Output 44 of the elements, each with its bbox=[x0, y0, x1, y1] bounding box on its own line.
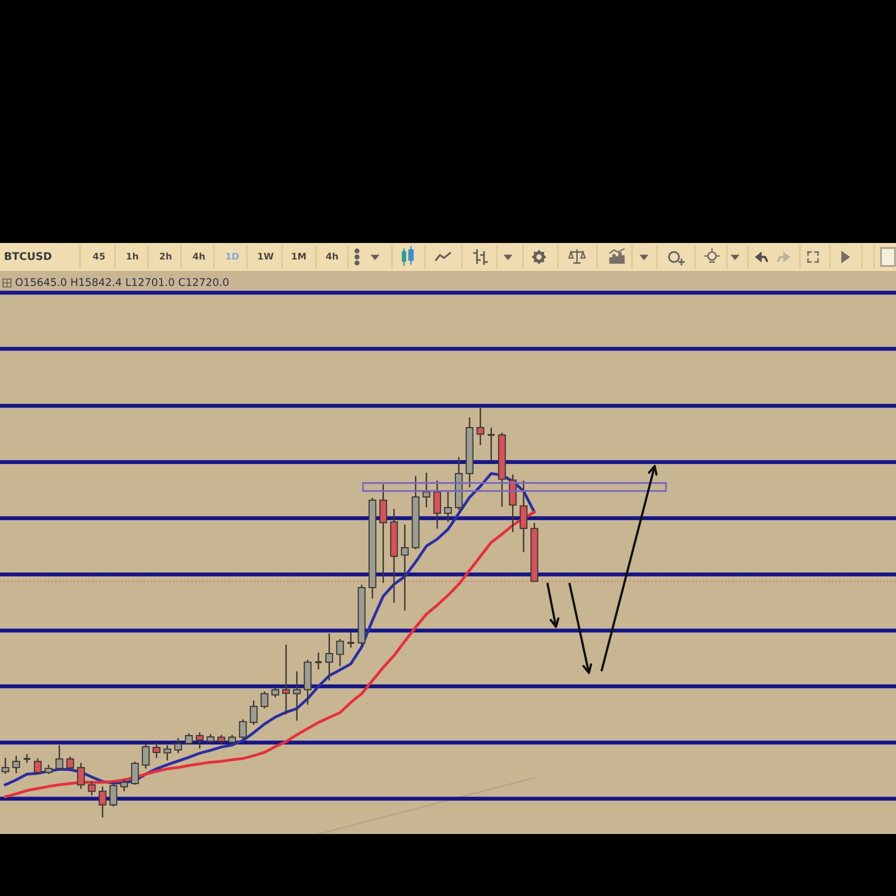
candlestick bbox=[12, 756, 20, 774]
candlestick bbox=[520, 480, 528, 552]
candlestick bbox=[486, 428, 496, 461]
text: 1W bbox=[258, 252, 274, 260]
candlestick bbox=[260, 691, 268, 708]
candlestick bbox=[325, 634, 334, 680]
candlestick bbox=[292, 671, 301, 721]
candlestick bbox=[196, 732, 204, 749]
text: 1D bbox=[226, 252, 239, 260]
candlestick bbox=[185, 733, 193, 744]
candlestick bbox=[444, 490, 452, 522]
text: 1M bbox=[292, 252, 306, 260]
candlestick bbox=[120, 779, 128, 792]
text: 45 bbox=[93, 252, 105, 260]
candlestick bbox=[109, 782, 118, 806]
text: BTCUSD bbox=[4, 252, 52, 260]
candlestick bbox=[314, 652, 323, 670]
candlestick bbox=[238, 719, 247, 740]
candlestick bbox=[346, 632, 356, 648]
candlestick bbox=[433, 480, 442, 529]
candlestick bbox=[34, 758, 42, 774]
candlestick bbox=[55, 745, 64, 771]
candlestick bbox=[131, 762, 139, 785]
candlestick bbox=[98, 786, 106, 818]
candlestick bbox=[250, 700, 258, 725]
candlestick bbox=[422, 472, 430, 508]
candlestick bbox=[282, 644, 290, 715]
candlestick bbox=[163, 745, 172, 760]
candlestick bbox=[142, 744, 150, 769]
candlestick bbox=[152, 743, 160, 758]
candlestick bbox=[379, 484, 388, 583]
candlestick bbox=[66, 756, 74, 770]
candlestick bbox=[88, 782, 96, 796]
text: 4h bbox=[192, 252, 205, 260]
candlestick bbox=[336, 638, 344, 666]
text: 1h bbox=[126, 252, 138, 260]
candlestick bbox=[400, 524, 409, 610]
text: O15645.0 H15842.4 L12701.0 C12720.0 bbox=[16, 278, 228, 286]
candlestick bbox=[77, 762, 85, 789]
candlestick bbox=[174, 738, 182, 754]
text: 2h bbox=[160, 252, 172, 260]
candlestick bbox=[476, 406, 484, 446]
candlestick bbox=[1, 758, 10, 774]
text: 4h bbox=[326, 252, 338, 260]
